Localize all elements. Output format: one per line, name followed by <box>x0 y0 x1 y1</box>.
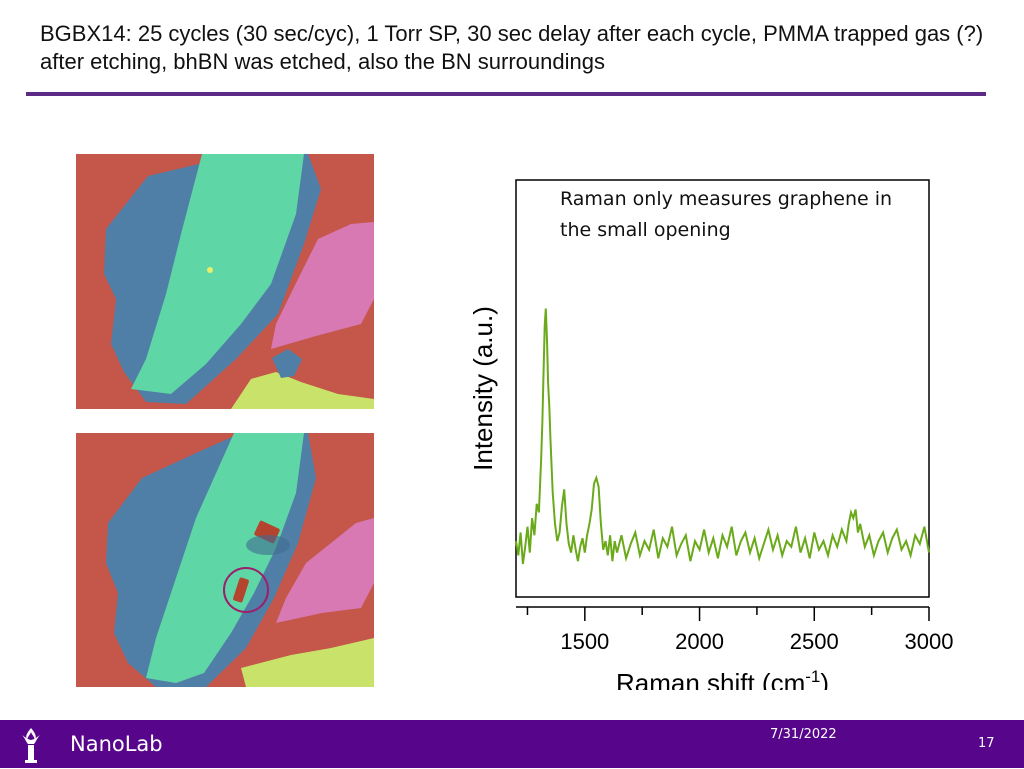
slide-date: 7/31/2022 <box>770 727 837 742</box>
micrograph-after <box>76 433 374 687</box>
raman-chart: 1500 2000 2500 3000 Raman shift (cm-1) Inte… <box>468 179 953 690</box>
y-axis-title: Intensity (a.u.) <box>468 306 498 471</box>
title-divider <box>26 92 986 96</box>
x-axis-tick-labels: 1500 2000 2500 3000 <box>560 629 953 654</box>
x-tick-label: 3000 <box>905 629 954 654</box>
raman-spectrum-line <box>515 308 930 565</box>
x-axis-title: Raman shift (cm-1) <box>616 667 829 690</box>
slide-number: 17 <box>978 736 995 751</box>
x-axis-ticks <box>516 606 930 621</box>
slide-title: BGBX14: 25 cycles (30 sec/cyc), 1 Torr S… <box>40 21 984 74</box>
torch-icon <box>14 726 48 764</box>
brand-label: NanoLab <box>70 732 163 756</box>
x-tick-label: 1500 <box>560 629 609 654</box>
x-tick-label: 2500 <box>790 629 839 654</box>
plot-frame <box>515 179 930 598</box>
chart-annotation: Raman only measures graphene in the smal… <box>560 188 893 241</box>
x-tick-label: 2000 <box>675 629 724 654</box>
micrograph-before <box>76 154 374 409</box>
footer-bar: NanoLab 7/31/2022 17 <box>0 720 1024 768</box>
